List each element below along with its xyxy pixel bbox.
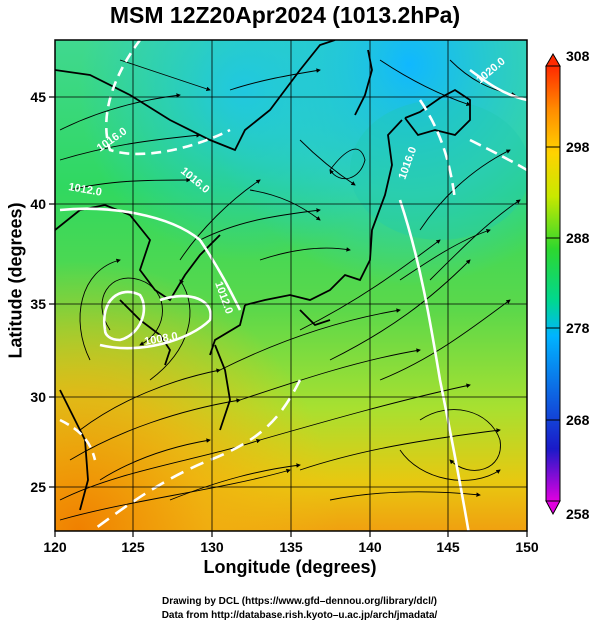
x-tick-label: 130 <box>200 539 224 555</box>
colorbar <box>545 53 561 516</box>
colorbar-tick-label: 258 <box>566 506 590 522</box>
x-axis-label: Longitude (degrees) <box>203 557 377 577</box>
colorbar-body <box>545 65 561 502</box>
y-tick-label: 30 <box>30 389 46 405</box>
grid <box>55 40 527 531</box>
contour-label: 1012.0 <box>67 181 102 199</box>
x-tick-label: 150 <box>515 539 539 555</box>
colorbar-tick-labels: 308 298 288 278 268 258 <box>566 48 590 522</box>
y-tick-labels: 25 30 35 40 45 <box>30 89 46 495</box>
colorbar-tick-label: 288 <box>566 230 590 246</box>
tick-marks <box>49 96 528 537</box>
y-tick-label: 35 <box>30 296 46 312</box>
isobars <box>59 40 527 531</box>
wind-streamlines <box>59 59 521 521</box>
colorbar-top-arrow <box>545 53 561 67</box>
colorbar-tick-label: 278 <box>566 320 590 336</box>
x-tick-label: 140 <box>358 539 382 555</box>
y-tick-label: 25 <box>30 479 46 495</box>
colorbar-tick-label: 308 <box>566 48 590 64</box>
colorbar-tick-label: 298 <box>566 139 590 155</box>
x-tick-label: 135 <box>279 539 303 555</box>
x-tick-label: 120 <box>43 539 67 555</box>
x-tick-label: 145 <box>436 539 460 555</box>
colorbar-bottom-arrow <box>545 500 561 516</box>
x-tick-labels: 120 125 130 135 140 145 150 <box>43 539 539 555</box>
colorbar-tick-label: 268 <box>566 412 590 428</box>
coastlines <box>55 40 471 511</box>
credit-drawing: Drawing by DCL (https://www.gfd–dennou.o… <box>161 596 437 607</box>
y-tick-label: 45 <box>30 89 46 105</box>
credit-data: Data from http://database.rish.kyoto–u.a… <box>161 610 438 621</box>
x-tick-label: 125 <box>121 539 145 555</box>
y-tick-label: 40 <box>30 196 46 212</box>
map-title: MSM 12Z20Apr2024 (1013.2hPa) <box>109 2 461 28</box>
contour-label: 1008.0 <box>143 330 178 348</box>
temperature-field <box>55 40 527 531</box>
